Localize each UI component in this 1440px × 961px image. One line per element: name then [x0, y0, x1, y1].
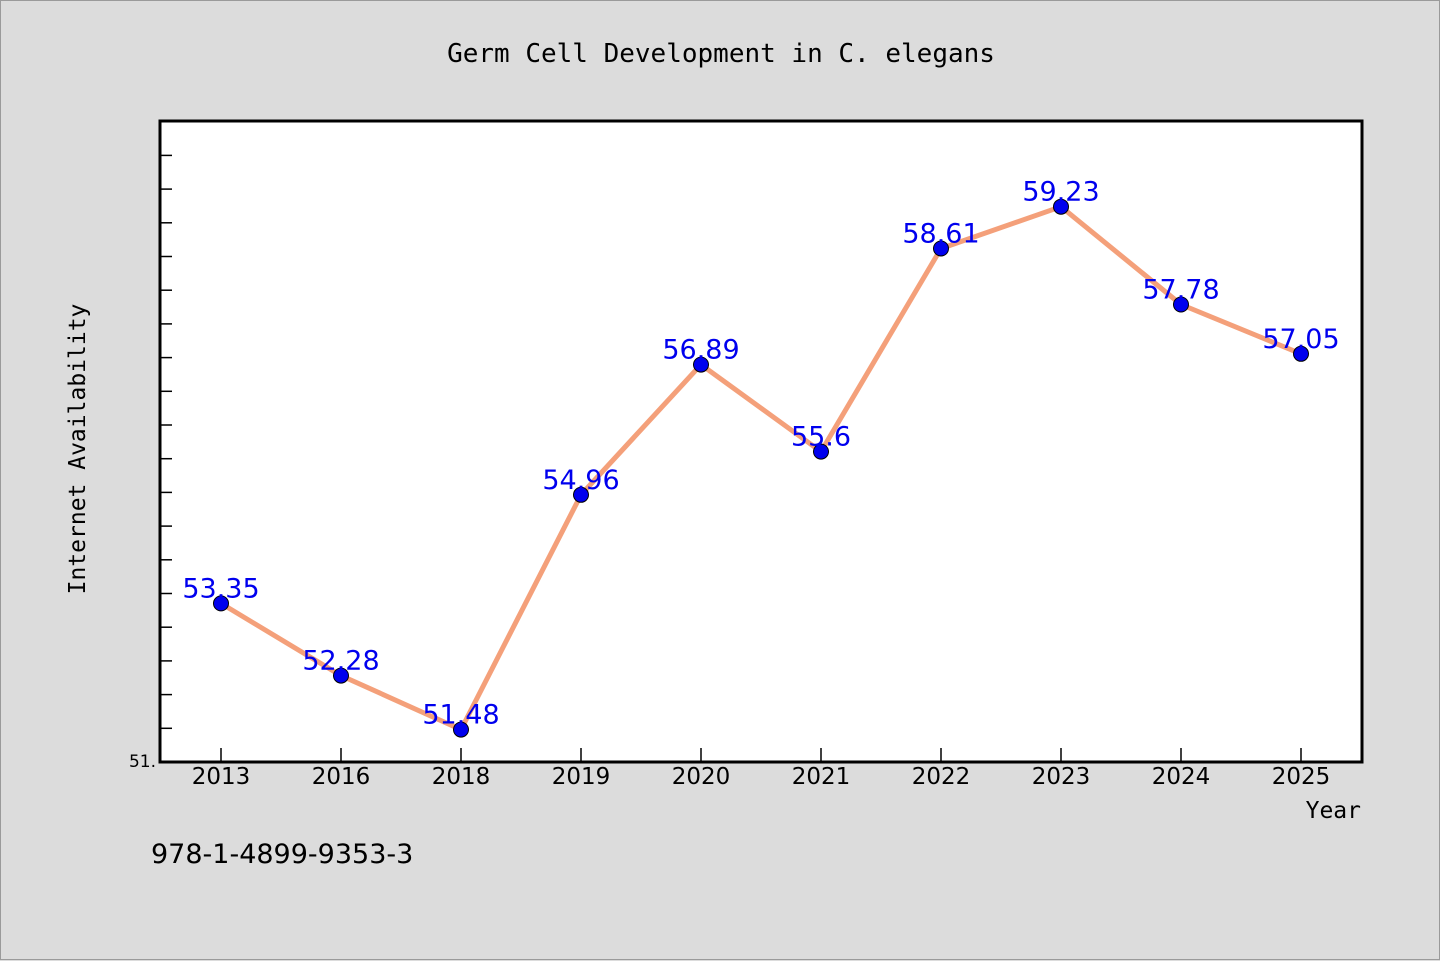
data-label: 58.61: [902, 219, 979, 250]
data-label: 57.78: [1142, 275, 1219, 306]
data-point: [693, 356, 709, 373]
x-tick-label: 2025: [1272, 764, 1331, 790]
data-point: [573, 486, 589, 503]
data-label: 55.6: [791, 422, 851, 453]
x-axis-ticks: [220, 748, 1302, 762]
data-point: [933, 240, 949, 257]
x-axis-tick-labels: 2013 2016 2018 2019 2020 2021 2022 2023 2024 2025: [192, 764, 1331, 790]
y-tick-label: 51.: [129, 752, 156, 772]
x-tick-label: 2020: [672, 764, 731, 790]
data-labels: 53.35 52.28 51.48 54.96 56.89 55.6 58.61 59.23 5…: [182, 177, 1339, 731]
data-point: [1053, 198, 1069, 215]
data-label: 59.23: [1022, 177, 1099, 208]
chart-title: Germ Cell Development in C. elegans: [447, 39, 995, 69]
x-axis-label: Year: [1306, 798, 1361, 824]
data-point: [1173, 296, 1189, 313]
data-label: 53.35: [182, 573, 259, 604]
data-point: [453, 721, 469, 738]
data-point: [813, 443, 829, 460]
footer-code: 978-1-4899-9353-3: [151, 839, 413, 870]
series-line: [218, 204, 1304, 733]
x-tick-label: 2022: [912, 764, 971, 790]
data-label: 56.89: [662, 335, 739, 366]
x-tick-label: 2016: [312, 764, 371, 790]
data-label: 51.48: [422, 700, 499, 731]
data-label: 54.96: [542, 465, 619, 496]
x-tick-label: 2023: [1032, 764, 1091, 790]
x-tick-label: 2024: [1152, 764, 1211, 790]
data-point: [1293, 345, 1309, 362]
y-axis-ticks: [160, 154, 172, 730]
data-label: 52.28: [302, 646, 379, 677]
series-markers: [213, 198, 1309, 738]
data-point: [213, 595, 229, 612]
data-point: [333, 667, 349, 684]
x-tick-label: 2021: [792, 764, 851, 790]
x-tick-label: 2019: [552, 764, 611, 790]
x-tick-label: 2013: [192, 764, 251, 790]
plot-area: [158, 119, 1364, 764]
data-label: 57.05: [1262, 324, 1339, 355]
y-axis-label: Internet Availability: [65, 304, 91, 595]
x-tick-label: 2018: [432, 764, 491, 790]
